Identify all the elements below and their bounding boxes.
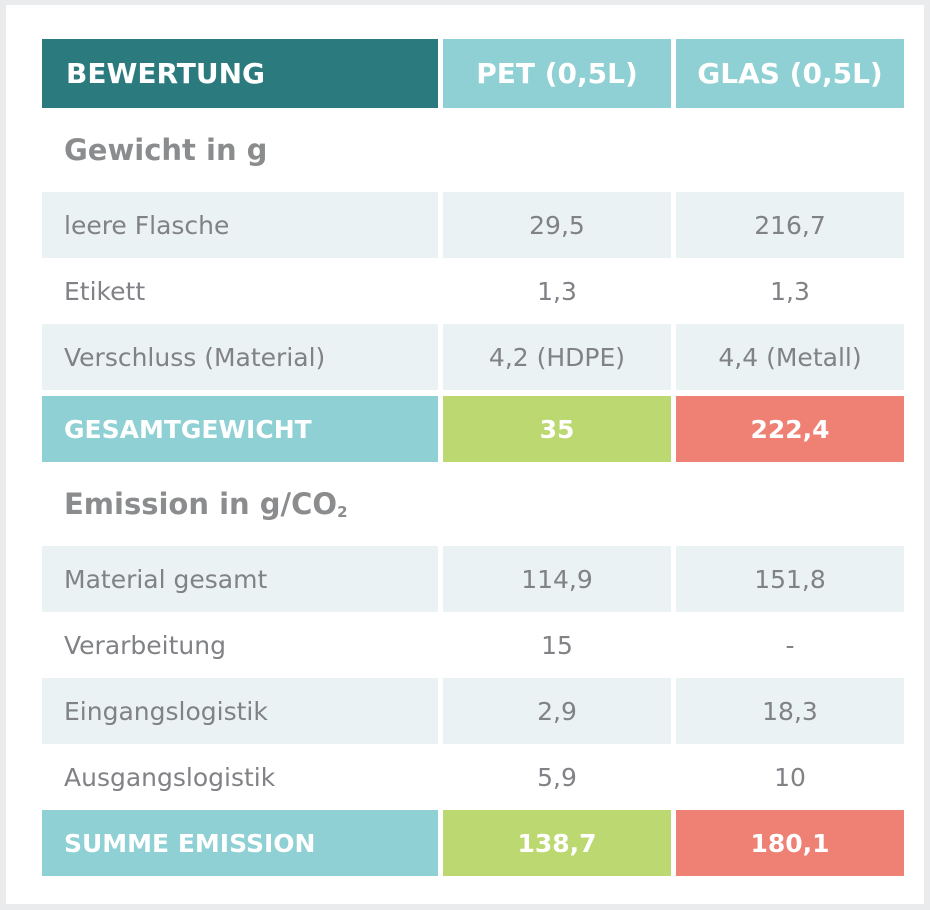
row-label: Verschluss (Material) (42, 324, 438, 390)
row-glas-value: 151,8 (676, 546, 904, 612)
row-pet-value: 29,5 (443, 192, 671, 258)
total-pet-value: 35 (443, 396, 671, 462)
row-glas-value: 10 (774, 762, 806, 792)
section-title-weight: Gewicht in g (42, 108, 904, 192)
total-glas-value: 180,1 (676, 810, 904, 876)
header-glas: GLAS (0,5L) (676, 39, 904, 108)
header-pet: PET (0,5L) (443, 39, 671, 108)
row-pet-value: 15 (541, 630, 573, 660)
row-glas-value: 1,3 (770, 276, 810, 306)
row-label: Ausgangslogistik (64, 762, 276, 792)
table-header: BEWERTUNG PET (0,5L) GLAS (0,5L) (42, 39, 904, 108)
table-row: Material gesamt 114,9 151,8 (42, 546, 904, 612)
table-row: Verschluss (Material) 4,2 (HDPE) 4,4 (Me… (42, 324, 904, 390)
section-title-emission: Emission in g/CO 2 (42, 462, 904, 546)
row-pet-value: 114,9 (443, 546, 671, 612)
row-pet-value: 4,2 (HDPE) (443, 324, 671, 390)
comparison-table: BEWERTUNG PET (0,5L) GLAS (0,5L) Gewicht… (42, 39, 904, 876)
row-glas-value: 216,7 (676, 192, 904, 258)
total-pet-value: 138,7 (443, 810, 671, 876)
row-pet-value: 5,9 (537, 762, 577, 792)
row-glas-value: - (785, 630, 795, 660)
total-row-weight: GESAMTGEWICHT 35 222,4 (42, 396, 904, 462)
section-title-emission-text: Emission in g/CO (64, 487, 338, 521)
total-row-emission: SUMME EMISSION 138,7 180,1 (42, 810, 904, 876)
row-pet-value: 1,3 (537, 276, 577, 306)
table-row: Eingangslogistik 2,9 18,3 (42, 678, 904, 744)
table-row: Etikett 1,3 1,3 (42, 258, 904, 324)
section-title-subscript: 2 (337, 503, 348, 521)
table-row: leere Flasche 29,5 216,7 (42, 192, 904, 258)
row-glas-value: 4,4 (Metall) (676, 324, 904, 390)
card: BEWERTUNG PET (0,5L) GLAS (0,5L) Gewicht… (6, 5, 924, 904)
row-label: Etikett (64, 276, 146, 306)
total-glas-value: 222,4 (676, 396, 904, 462)
row-pet-value: 2,9 (443, 678, 671, 744)
total-label: SUMME EMISSION (42, 810, 438, 876)
header-label: BEWERTUNG (42, 39, 438, 108)
row-label: Eingangslogistik (42, 678, 438, 744)
total-label: GESAMTGEWICHT (42, 396, 438, 462)
row-label: Verarbeitung (64, 630, 226, 660)
table-row: Verarbeitung 15 - (42, 612, 904, 678)
table-row: Ausgangslogistik 5,9 10 (42, 744, 904, 810)
section-title-weight-text: Gewicht in g (64, 133, 268, 167)
row-glas-value: 18,3 (676, 678, 904, 744)
row-label: leere Flasche (42, 192, 438, 258)
row-label: Material gesamt (42, 546, 438, 612)
